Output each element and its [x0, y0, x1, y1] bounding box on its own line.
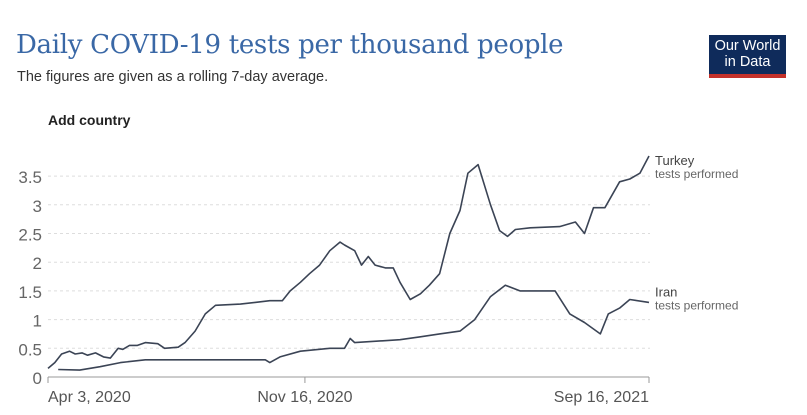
add-country-button[interactable]: Add country	[48, 112, 131, 128]
y-tick-label: 2	[33, 254, 42, 273]
y-tick-label: 3.5	[18, 168, 42, 187]
series-sublabel: tests performed	[655, 298, 738, 312]
y-tick-label: 0.5	[18, 340, 42, 359]
series-label-turkey: Turkey	[655, 153, 695, 168]
y-tick-label: 3	[33, 197, 42, 216]
series-sublabel: tests performed	[655, 167, 738, 181]
y-tick-label: 0	[33, 369, 42, 388]
owid-logo[interactable]: Our World in Data	[709, 35, 786, 78]
series-line-iran	[58, 284, 650, 371]
y-tick-label: 1.5	[18, 283, 42, 302]
x-tick-label: Nov 16, 2020	[257, 389, 352, 406]
chart-title: Daily COVID-19 tests per thousand people	[16, 30, 564, 60]
x-tick-label: Sep 16, 2021	[554, 389, 649, 406]
y-tick-label: 2.5	[18, 226, 42, 245]
y-tick-label: 1	[33, 312, 42, 331]
series-label-iran: Iran	[655, 284, 677, 299]
x-tick-label: Apr 3, 2020	[48, 389, 131, 406]
series-line-turkey	[47, 155, 650, 370]
chart-subtitle: The figures are given as a rolling 7-day…	[17, 69, 329, 85]
